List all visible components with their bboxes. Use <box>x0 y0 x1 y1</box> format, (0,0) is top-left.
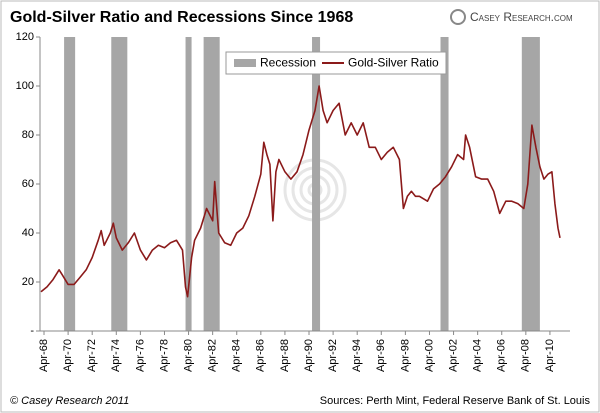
y-tick-label: 100 <box>16 80 34 92</box>
y-tick-label: 120 <box>16 31 34 43</box>
chart-title: Gold-Silver Ratio and Recessions Since 1… <box>10 9 353 26</box>
x-tick-label: Apr-82 <box>207 339 219 372</box>
recession-band <box>185 37 192 331</box>
y-tick-label: - <box>30 325 34 337</box>
x-tick-label: Apr-92 <box>327 339 339 372</box>
recession-band <box>440 37 449 331</box>
x-tick-label: Apr-90 <box>303 339 315 372</box>
recession-band <box>521 37 540 331</box>
y-tick-label: 20 <box>22 276 34 288</box>
x-tick-label: Apr-10 <box>544 339 556 372</box>
legend-label: Gold-Silver Ratio <box>348 56 439 70</box>
y-tick-label: 80 <box>22 129 34 141</box>
x-tick-label: Apr-80 <box>182 339 194 372</box>
legend-label: Recession <box>260 56 316 70</box>
x-tick-label: Apr-72 <box>86 339 98 372</box>
x-tick-label: Apr-00 <box>423 339 435 372</box>
x-tick-label: Apr-08 <box>520 339 532 372</box>
x-tick-label: Apr-74 <box>110 339 122 372</box>
x-tick-label: Apr-04 <box>472 339 484 372</box>
source: Sources: Perth Mint, Federal Reserve Ban… <box>320 395 591 407</box>
x-tick-label: Apr-06 <box>496 339 508 372</box>
credit: © Casey Research 2011 <box>10 395 129 407</box>
x-tick-label: Apr-88 <box>279 339 291 372</box>
x-tick-label: Apr-76 <box>134 339 146 372</box>
recession-band <box>64 37 76 331</box>
logo: Casey Research.com <box>470 10 573 24</box>
x-tick-label: Apr-96 <box>375 339 387 372</box>
y-tick-label: 40 <box>22 227 34 239</box>
recession-band <box>203 37 220 331</box>
series-line <box>40 85 561 298</box>
x-tick-label: Apr-86 <box>255 339 267 372</box>
recession-band <box>111 37 128 331</box>
x-tick-label: Apr-68 <box>38 339 50 372</box>
recession-band <box>312 37 321 331</box>
x-tick-label: Apr-78 <box>158 339 170 372</box>
x-tick-label: Apr-70 <box>62 339 74 372</box>
legend-swatch <box>234 59 256 67</box>
x-tick-label: Apr-84 <box>231 339 243 372</box>
x-tick-label: Apr-94 <box>351 339 363 372</box>
x-tick-label: Apr-98 <box>399 339 411 372</box>
y-tick-label: 60 <box>22 178 34 190</box>
logo-icon <box>450 9 466 25</box>
x-tick-label: Apr-02 <box>447 339 459 372</box>
